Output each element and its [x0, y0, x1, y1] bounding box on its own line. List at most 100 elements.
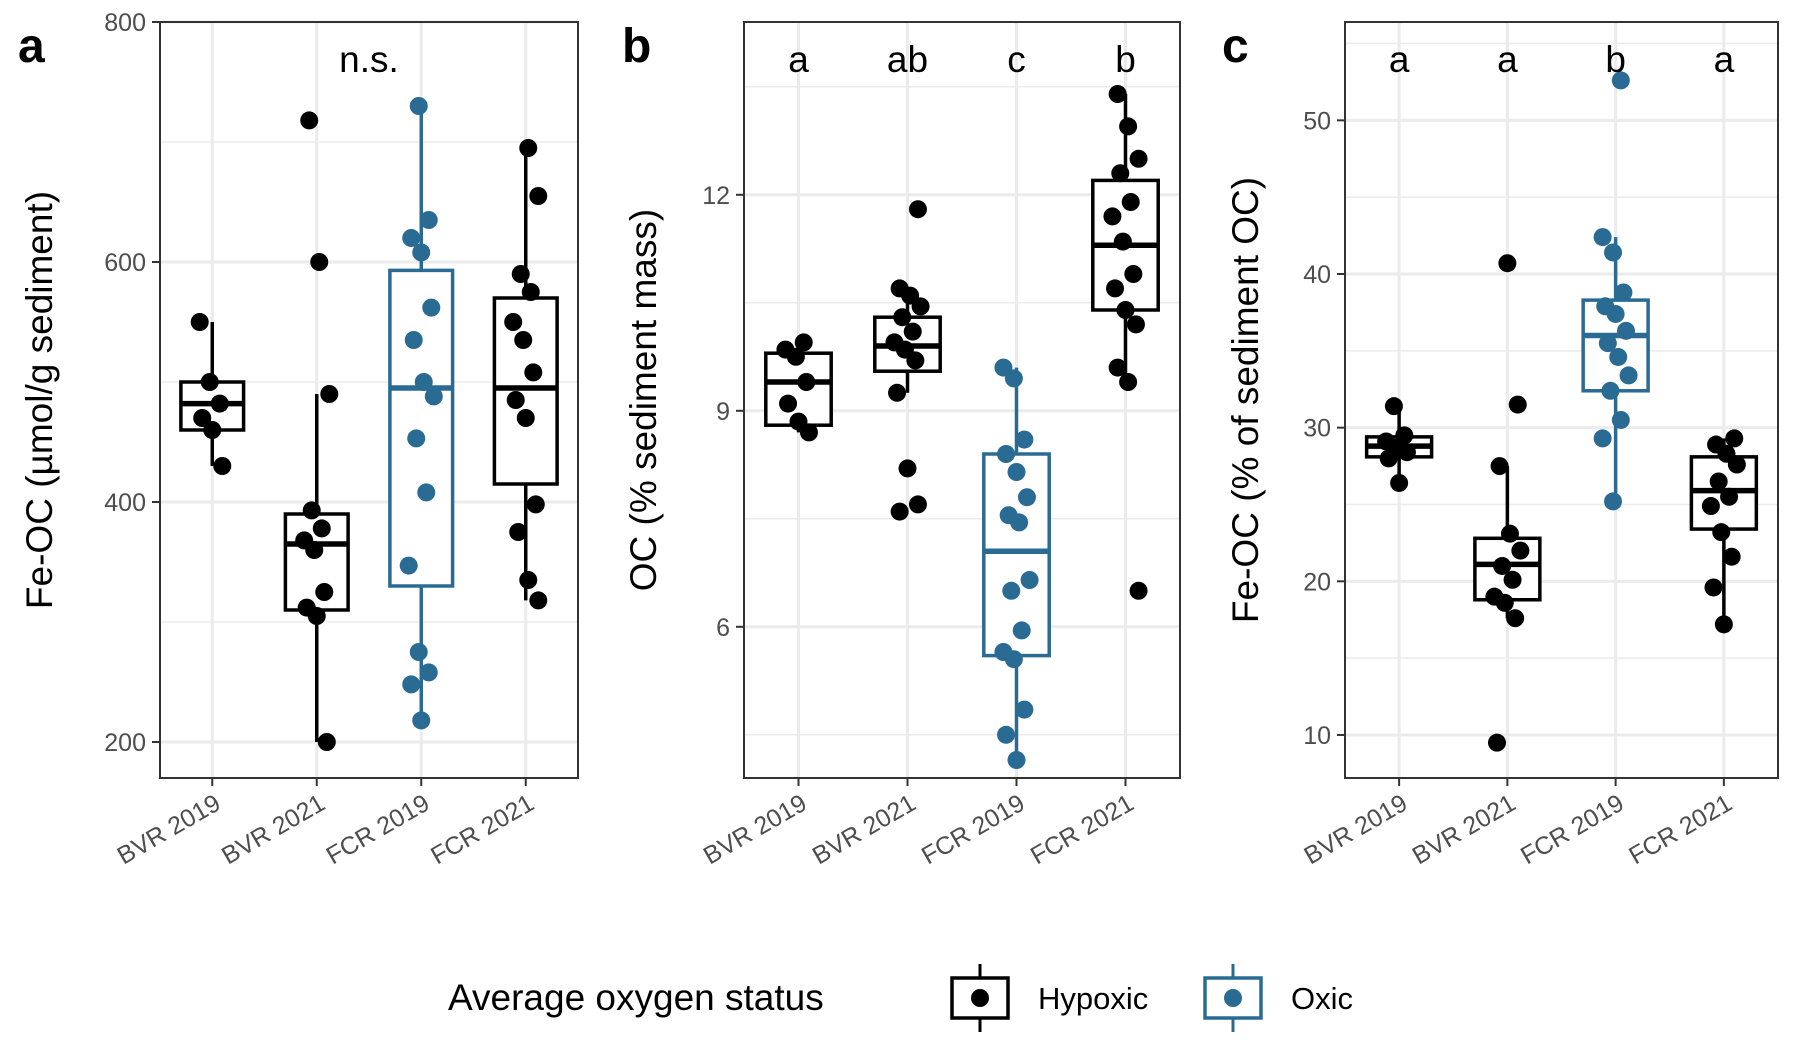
legend-key-point [971, 989, 989, 1007]
box-bvr-2019 [179, 313, 246, 475]
x-tick-label: BVR 2019 [1299, 789, 1412, 870]
data-point [1020, 571, 1039, 589]
data-point [300, 111, 319, 130]
panel-border [159, 21, 579, 779]
data-point [1604, 243, 1623, 262]
data-point [1487, 733, 1506, 752]
data-point [519, 139, 538, 157]
data-point [1002, 581, 1021, 600]
data-point [1015, 430, 1034, 449]
data-point [509, 523, 528, 541]
data-point [422, 298, 441, 317]
data-point [307, 607, 326, 625]
y-tick-label: 6 [716, 614, 730, 642]
y-tick-label: 600 [104, 249, 146, 277]
data-point [511, 265, 530, 283]
data-point [1113, 232, 1132, 251]
x-tick-label: BVR 2019 [113, 789, 226, 870]
x-tick-label: BVR 2019 [699, 789, 812, 870]
panel-border [1344, 21, 1779, 779]
data-point [213, 457, 232, 475]
legend-label: Hypoxic [1038, 981, 1148, 1016]
y-tick-label: 50 [1303, 107, 1331, 135]
data-point [779, 394, 798, 413]
box-fcr-2019 [1581, 71, 1650, 511]
legend-title: Average oxygen status [448, 977, 824, 1018]
x-tick-label: FCR 2021 [1624, 789, 1737, 870]
data-point [1498, 254, 1517, 273]
box-bvr-2021 [873, 200, 942, 521]
data-point [305, 541, 324, 559]
legend-key-point [1224, 989, 1242, 1007]
data-point [1108, 85, 1127, 103]
data-point [203, 421, 222, 439]
data-point [524, 363, 543, 382]
significance-letter: c [1007, 39, 1026, 80]
data-point [1103, 207, 1122, 226]
data-point [404, 331, 423, 349]
data-point [1390, 473, 1409, 492]
box-bvr-2021 [1473, 254, 1542, 752]
x-tick-label: FCR 2019 [322, 789, 435, 870]
data-point [402, 675, 421, 694]
data-point [1004, 369, 1023, 388]
data-point [315, 583, 334, 601]
y-axis-title: OC (% sediment mass) [623, 209, 664, 591]
data-point [997, 725, 1016, 744]
data-point [898, 459, 917, 478]
significance-letter: ab [887, 39, 928, 80]
data-point [908, 495, 927, 514]
data-point [419, 211, 438, 229]
box-bvr-2021 [283, 111, 350, 751]
data-point [190, 313, 209, 331]
data-point [1129, 581, 1148, 600]
data-point [1397, 443, 1416, 462]
data-point [1012, 621, 1031, 640]
data-point [1601, 381, 1620, 400]
data-point [210, 394, 229, 413]
significance-letter: a [1714, 39, 1735, 80]
x-tick-label: BVR 2021 [217, 789, 330, 870]
data-point [506, 391, 525, 409]
data-point [504, 313, 523, 331]
data-point [1722, 547, 1741, 566]
data-point [794, 333, 813, 352]
data-point [1503, 570, 1522, 589]
x-tick-label: BVR 2021 [808, 789, 921, 870]
data-point [1709, 472, 1728, 491]
data-point [1126, 315, 1145, 334]
data-point [1598, 334, 1617, 353]
data-point [1007, 463, 1026, 481]
data-point [1490, 457, 1509, 476]
data-point [317, 733, 336, 751]
data-point [1593, 429, 1612, 448]
panel-border [743, 21, 1181, 779]
data-point [1106, 279, 1125, 298]
iqr-box [492, 296, 559, 486]
y-tick-label: 10 [1303, 722, 1331, 750]
data-point [399, 556, 418, 575]
significance-letter: b [1115, 39, 1136, 80]
iqr-box [982, 452, 1051, 658]
x-tick-label: FCR 2019 [1516, 789, 1629, 870]
data-point [1015, 700, 1034, 719]
box-fcr-2019 [388, 97, 455, 730]
data-point [1609, 347, 1628, 366]
data-point [1604, 492, 1623, 511]
data-point [407, 429, 426, 448]
data-point [911, 297, 930, 316]
data-point [1108, 358, 1127, 377]
y-tick-label: 9 [716, 398, 730, 426]
panel-label: b [622, 20, 651, 73]
y-tick-label: 40 [1303, 261, 1331, 289]
data-point [1007, 751, 1026, 769]
data-point [1701, 497, 1720, 516]
iqr-box [388, 268, 455, 588]
data-point [200, 373, 219, 391]
panel-label: a [18, 20, 45, 73]
data-point [1017, 488, 1036, 507]
data-point [1010, 513, 1029, 532]
data-point [1111, 164, 1130, 183]
data-point [193, 409, 212, 427]
data-point [1129, 149, 1148, 168]
